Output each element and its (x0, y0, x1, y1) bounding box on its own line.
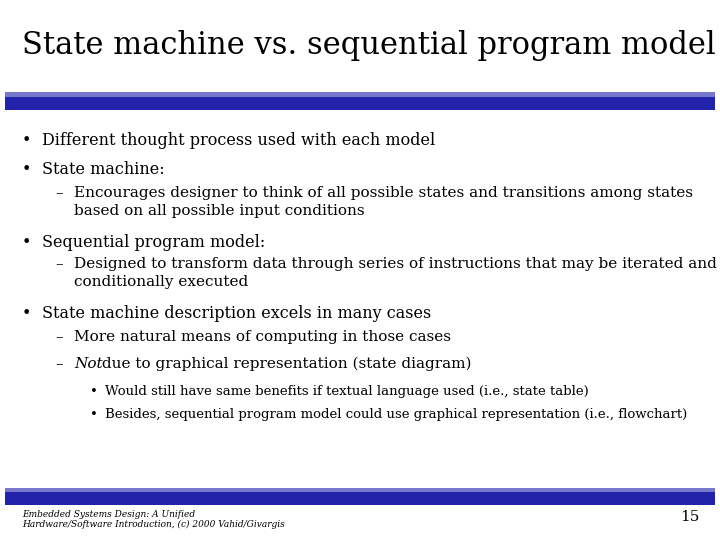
Text: due to graphical representation (state diagram): due to graphical representation (state d… (97, 357, 472, 372)
Text: Designed to transform data through series of instructions that may be iterated a: Designed to transform data through serie… (74, 257, 717, 289)
Text: Not: Not (74, 357, 103, 371)
Text: Would still have same benefits if textual language used (i.e., state table): Would still have same benefits if textua… (105, 385, 589, 398)
Text: •: • (22, 161, 32, 178)
Text: Embedded Systems Design: A Unified: Embedded Systems Design: A Unified (22, 510, 195, 519)
Text: State machine vs. sequential program model: State machine vs. sequential program mod… (22, 30, 716, 61)
Text: •: • (22, 234, 32, 251)
Text: –: – (55, 186, 63, 200)
Text: More natural means of computing in those cases: More natural means of computing in those… (74, 330, 451, 344)
Text: Besides, sequential program model could use graphical representation (i.e., flow: Besides, sequential program model could … (105, 408, 688, 421)
Text: State machine description excels in many cases: State machine description excels in many… (42, 305, 431, 322)
Text: Sequential program model:: Sequential program model: (42, 234, 265, 251)
Text: Hardware/Software Introduction, (c) 2000 Vahid/Givargis: Hardware/Software Introduction, (c) 2000… (22, 520, 284, 529)
Text: Encourages designer to think of all possible states and transitions among states: Encourages designer to think of all poss… (74, 186, 693, 218)
Bar (5, 492, 715, 505)
Text: State machine:: State machine: (42, 161, 165, 178)
Bar (5, 92, 715, 97)
Text: –: – (55, 257, 63, 271)
Text: –: – (55, 330, 63, 344)
Bar (5, 488, 715, 492)
Text: •: • (90, 385, 98, 398)
Text: •: • (22, 132, 32, 149)
Text: 15: 15 (680, 510, 700, 524)
Text: •: • (22, 305, 32, 322)
Bar (5, 97, 715, 110)
Text: Different thought process used with each model: Different thought process used with each… (42, 132, 436, 149)
Text: •: • (90, 408, 98, 421)
Text: –: – (55, 357, 63, 371)
